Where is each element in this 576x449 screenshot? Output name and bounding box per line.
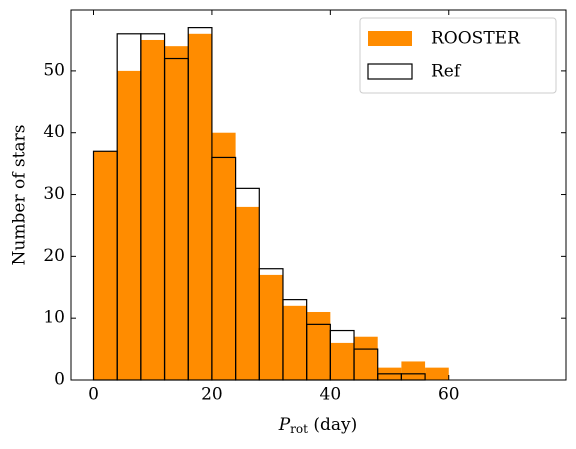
- y-axis-label: Number of stars: [10, 125, 30, 266]
- histogram-bar: [211, 132, 236, 380]
- y-tick-label: 40: [43, 122, 65, 142]
- histogram-bar: [140, 39, 165, 381]
- y-tick-label: 0: [54, 370, 65, 390]
- x-label-symbol: P: [278, 415, 291, 435]
- histogram-bar: [93, 151, 118, 380]
- x-tick-label: 20: [201, 385, 223, 405]
- histogram-bar: [354, 336, 378, 380]
- histogram-bar: [164, 46, 189, 381]
- histogram-bar: [330, 342, 355, 380]
- x-tick-label: 40: [320, 385, 342, 405]
- y-tick-label: 50: [43, 60, 65, 80]
- y-tick-label: 30: [43, 184, 65, 204]
- x-label-subscript: rot: [290, 422, 308, 436]
- histogram-bar: [425, 367, 449, 380]
- y-tick-label: 20: [43, 246, 65, 266]
- histogram-bar: [282, 305, 307, 380]
- y-tick-label: 10: [43, 308, 65, 328]
- x-tick-label: 60: [438, 385, 460, 405]
- x-tick-label: 0: [88, 385, 99, 405]
- x-label-unit: (day): [308, 415, 357, 435]
- histogram-bar: [235, 206, 260, 380]
- x-axis-label: Prot (day): [278, 415, 358, 436]
- histogram-bar: [259, 274, 283, 380]
- legend-swatch: [368, 31, 412, 46]
- legend-label: ROOSTER: [431, 29, 521, 49]
- histogram-bar: [306, 311, 331, 380]
- histogram-bar: [401, 361, 426, 380]
- legend-label: Ref: [431, 62, 462, 82]
- histogram-bar: [188, 33, 212, 380]
- legend-swatch: [367, 63, 413, 80]
- histogram-bar: [117, 70, 141, 381]
